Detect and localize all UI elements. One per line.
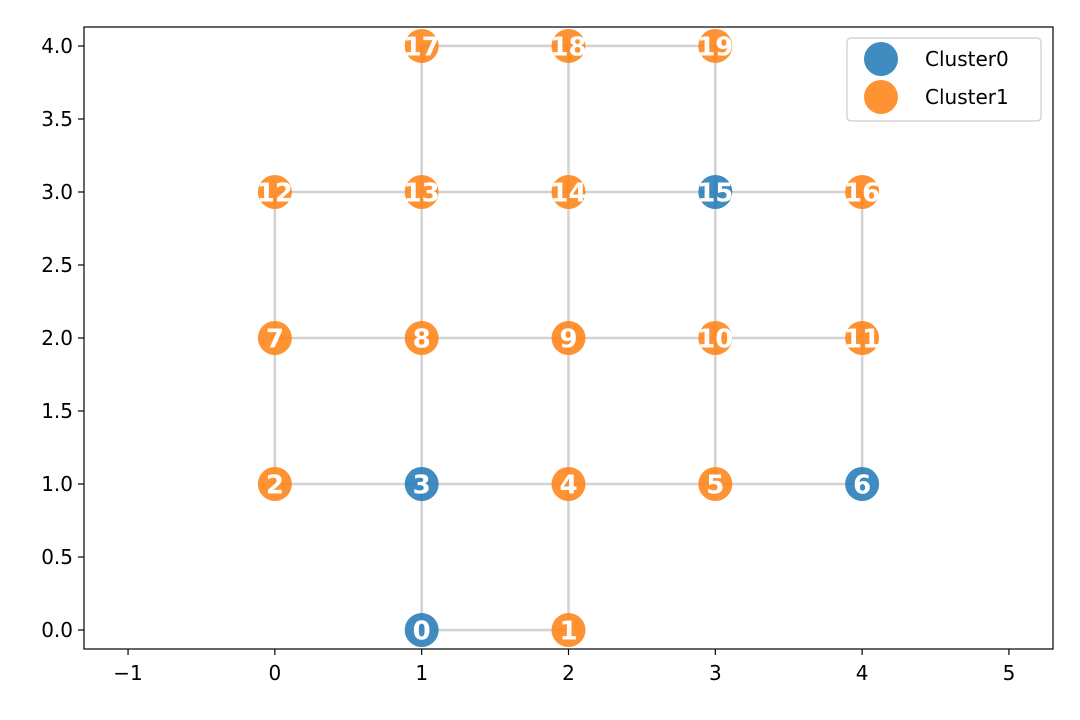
edges-layer (273, 44, 864, 632)
legend-marker-cluster1 (864, 80, 898, 114)
y-tick-label: 1.5 (41, 399, 73, 423)
node-label-15: 15 (697, 178, 733, 208)
node-point-6 (845, 467, 880, 502)
legend-label-cluster0: Cluster0 (925, 47, 1009, 71)
node-label-14: 14 (550, 178, 586, 208)
node-label-8: 8 (413, 325, 431, 355)
node-point-13 (404, 174, 439, 209)
node-point-2 (257, 467, 292, 502)
y-tick-label: 0.5 (41, 545, 73, 569)
node-point-18 (551, 28, 586, 63)
y-tick-label: 2.0 (41, 326, 73, 350)
y-tick-label: 2.5 (41, 253, 73, 277)
node-point-14 (551, 174, 586, 209)
node-point-3 (404, 467, 439, 502)
y-tick-label: 3.0 (41, 180, 73, 204)
node-label-13: 13 (404, 178, 440, 208)
node-label-3: 3 (413, 471, 431, 501)
node-point-19 (698, 28, 733, 63)
node-label-2: 2 (266, 471, 284, 501)
y-axis-ticks: 0.0 0.5 1.0 1.5 2.0 2.5 3.0 3.5 4.0 (41, 34, 84, 642)
node-point-11 (845, 321, 880, 355)
legend-marker-cluster0 (864, 42, 898, 76)
node-label-12: 12 (257, 178, 293, 208)
node-label-0: 0 (413, 617, 431, 647)
y-tick-label: 0.0 (41, 618, 73, 642)
x-axis-ticks: −1 0 1 2 3 4 5 (113, 649, 1015, 685)
x-tick-label: 0 (268, 661, 281, 685)
y-tick-label: 3.5 (41, 107, 73, 131)
node-label-19: 19 (697, 32, 733, 62)
node-label-17: 17 (404, 32, 440, 62)
node-point-17 (404, 28, 439, 63)
node-point-15 (698, 174, 733, 209)
node-point-9 (551, 321, 586, 355)
x-tick-label: 2 (562, 661, 575, 685)
node-point-5 (698, 467, 733, 502)
node-point-4 (551, 467, 586, 502)
node-label-11: 11 (844, 325, 880, 355)
y-tick-label: 4.0 (41, 34, 73, 58)
nodes-layer (257, 28, 880, 648)
node-point-10 (698, 321, 733, 355)
node-point-16 (845, 174, 880, 209)
node-label-1: 1 (559, 617, 577, 647)
node-label-6: 6 (853, 471, 871, 501)
node-point-0 (404, 613, 439, 648)
node-label-9: 9 (559, 325, 577, 355)
node-label-10: 10 (697, 325, 733, 355)
y-tick-label: 1.0 (41, 472, 73, 496)
x-tick-label: 3 (709, 661, 722, 685)
legend: Cluster0 Cluster1 (846, 37, 1042, 122)
x-tick-label: −1 (113, 661, 142, 685)
node-label-18: 18 (550, 32, 586, 62)
node-point-12 (257, 174, 292, 209)
node-point-1 (551, 613, 586, 648)
x-tick-label: 4 (856, 661, 869, 685)
node-label-4: 4 (559, 471, 577, 501)
x-tick-label: 5 (1003, 661, 1016, 685)
node-point-8 (404, 321, 439, 355)
node-label-7: 7 (266, 325, 284, 355)
node-point-7 (257, 321, 292, 355)
x-tick-label: 1 (415, 661, 428, 685)
legend-label-cluster1: Cluster1 (925, 85, 1009, 109)
node-label-5: 5 (706, 471, 724, 501)
node-label-16: 16 (844, 178, 880, 208)
